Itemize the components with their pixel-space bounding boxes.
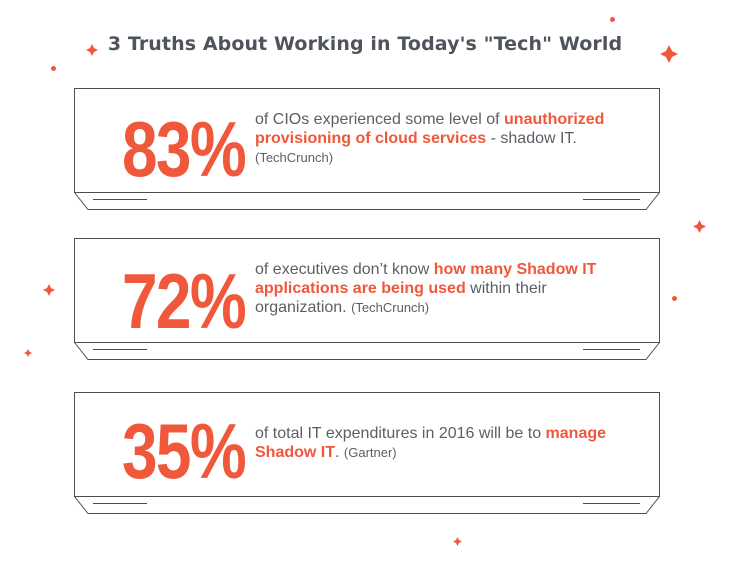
stat-source: (TechCrunch) (351, 300, 430, 315)
sparkle-icon (660, 45, 678, 63)
sparkle-icon (453, 537, 462, 546)
page-title: 3 Truths About Working in Today's "Tech"… (107, 33, 623, 55)
stat-highlight: how many Shadow IT applications are bein… (255, 261, 597, 297)
stat-card: 72% of executives don’t know how many Sh… (74, 238, 660, 367)
stat-source: (TechCrunch) (255, 150, 334, 165)
dot-icon (672, 296, 677, 301)
stat-description: of total IT expenditures in 2016 will be… (255, 425, 607, 461)
stat-card: 35% of total IT expenditures in 2016 wil… (74, 392, 660, 521)
sparkle-icon (693, 220, 706, 233)
stat-highlight: manage Shadow IT (255, 425, 607, 461)
stat-description: of CIOs experienced some level of unauth… (255, 111, 605, 165)
stat-percent: 83% (122, 105, 247, 193)
stat-card: 83% of CIOs experienced some level of un… (74, 88, 660, 217)
dot-icon (51, 66, 56, 71)
stat-description: of executives don’t know how many Shadow… (255, 261, 597, 316)
stat-percent: 72% (122, 257, 247, 345)
stat-percent: 35% (122, 407, 247, 495)
card-frame (74, 88, 660, 210)
stat-source: (Gartner) (343, 445, 397, 460)
sparkle-icon (86, 44, 98, 56)
card-frame (74, 392, 660, 514)
dot-icon (610, 17, 615, 22)
card-frame (74, 238, 660, 360)
stat-highlight: unauthorized provisioning of cloud servi… (255, 111, 605, 147)
sparkle-icon (43, 284, 55, 296)
sparkle-icon (24, 349, 32, 357)
